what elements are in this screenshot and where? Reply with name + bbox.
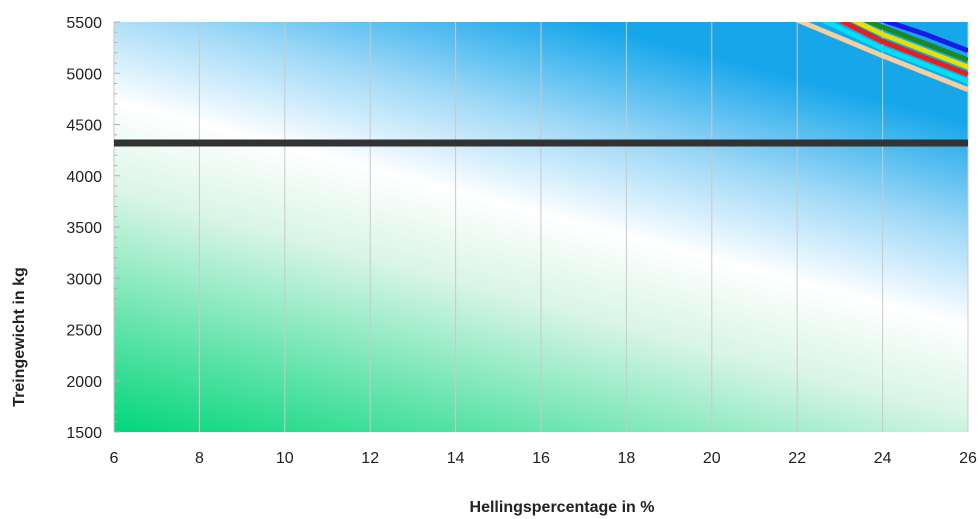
series-line-5 <box>864 22 968 63</box>
x-tick-label: 10 <box>276 450 294 467</box>
y-tick-label: 3000 <box>66 271 102 288</box>
y-axis-title: Treingewicht in kg <box>11 267 28 407</box>
x-tick-label: 14 <box>447 450 465 467</box>
x-tick-label: 22 <box>788 450 806 467</box>
x-tick-label: 6 <box>110 450 119 467</box>
x-tick-label: 8 <box>195 450 204 467</box>
x-tick-label: 26 <box>959 450 977 467</box>
series-line-2 <box>821 22 968 84</box>
series-line-3 <box>838 22 968 77</box>
y-tick-label: 4500 <box>66 118 102 135</box>
y-minor-ticks <box>114 21 120 433</box>
series-line-1 <box>796 22 968 93</box>
y-tick-label: 5000 <box>66 66 102 83</box>
x-tick-label: 18 <box>618 450 636 467</box>
x-tick-label: 24 <box>874 450 892 467</box>
x-tick-label: 20 <box>703 450 721 467</box>
y-tick-label: 3500 <box>66 220 102 237</box>
y-tick-label: 4000 <box>66 169 102 186</box>
series-line-6 <box>881 22 968 54</box>
y-tick-label: 2000 <box>66 374 102 391</box>
x-tick-label: 16 <box>532 450 550 467</box>
y-tick-labels: 1500 2000 2500 3000 3500 4000 4500 5000 5500 <box>66 15 102 442</box>
x-tick-labels: 6 8 10 12 14 16 18 20 22 24 26 <box>110 450 977 467</box>
y-tick-label: 5500 <box>66 15 102 32</box>
x-axis-title: Hellingspercentage in % <box>470 499 655 516</box>
y-tick-label: 1500 <box>66 425 102 442</box>
y-tick-label: 2500 <box>66 323 102 340</box>
x-tick-label: 12 <box>361 450 379 467</box>
grid <box>113 22 969 432</box>
series-group <box>796 22 968 93</box>
series-line-4 <box>851 22 968 70</box>
